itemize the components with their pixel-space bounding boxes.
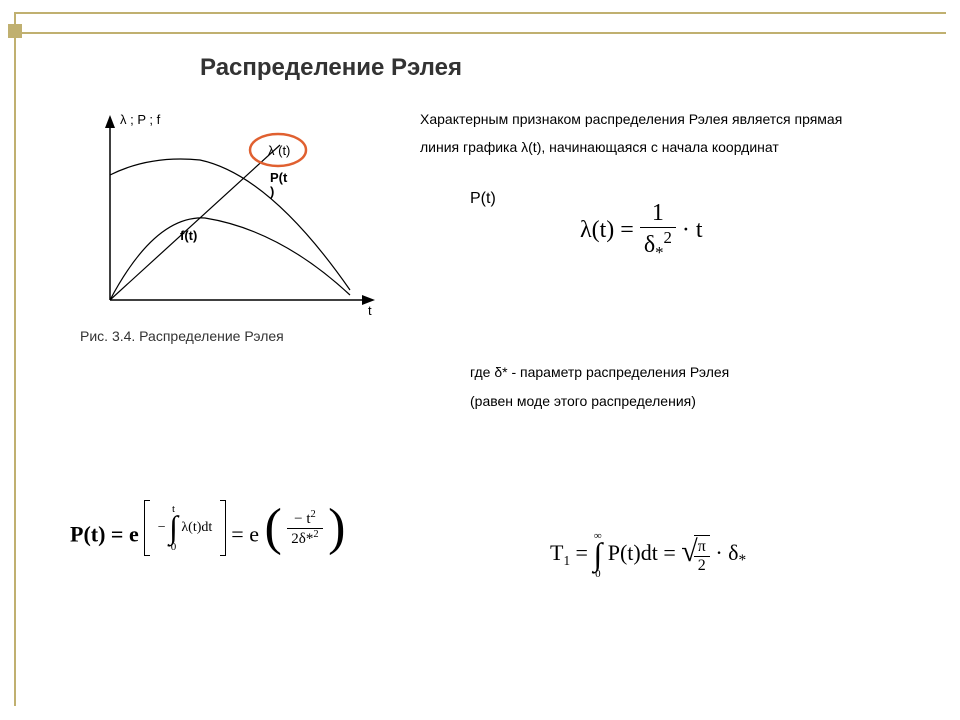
lambda-den: δ*2 [640, 228, 676, 263]
lambda-tail: · t [682, 217, 703, 243]
p-eq: = e [231, 521, 259, 546]
p-curve-label: P(t [270, 170, 288, 185]
formula-t: T1 = ∞ ∫ 0 P(t)dt = √ π 2 · δ* [550, 530, 746, 580]
distribution-chart: λ ; P ; f t λ (t) P(t ) f(t) [50, 100, 410, 340]
param-description: где δ* - параметр распределения Рэлея (р… [470, 358, 729, 417]
svg-text:): ) [270, 184, 274, 199]
formula-p: P(t) = e − t ∫ 0 λ(t)dt = e ( − t2 2δ*2 … [70, 500, 345, 556]
t-lhs: T [550, 540, 563, 565]
lambda-lhs: λ(t) = [580, 217, 634, 243]
desc-line1: Характерным признаком распределения Рэле… [420, 111, 842, 127]
corner-marker [8, 24, 22, 38]
param-line2: (равен моде этого распределения) [470, 393, 696, 409]
page-title: Распределение Рэлея [200, 54, 462, 82]
y-axis-label: λ ; P ; f [120, 112, 161, 127]
lambda-num: 1 [640, 200, 676, 228]
description-text: Характерным признаком распределения Рэле… [420, 105, 930, 161]
chart-caption: Рис. 3.4. Распределение Рэлея [80, 328, 284, 344]
formula-lambda: λ(t) = 1 δ*2 · t [580, 200, 703, 263]
lambda-curve-label: λ (t) [268, 143, 290, 158]
border-accent [14, 32, 946, 34]
x-axis-label: t [368, 303, 372, 318]
border-left [14, 12, 16, 706]
desc-line2: линия графика λ(t), начинающаяся с начал… [420, 139, 779, 155]
border-top [14, 12, 946, 14]
pt-label: P(t) [470, 190, 496, 208]
f-curve-label: f(t) [180, 228, 197, 243]
param-line1: где δ* - параметр распределения Рэлея [470, 364, 729, 380]
p-lhs: P(t) = e [70, 521, 139, 546]
